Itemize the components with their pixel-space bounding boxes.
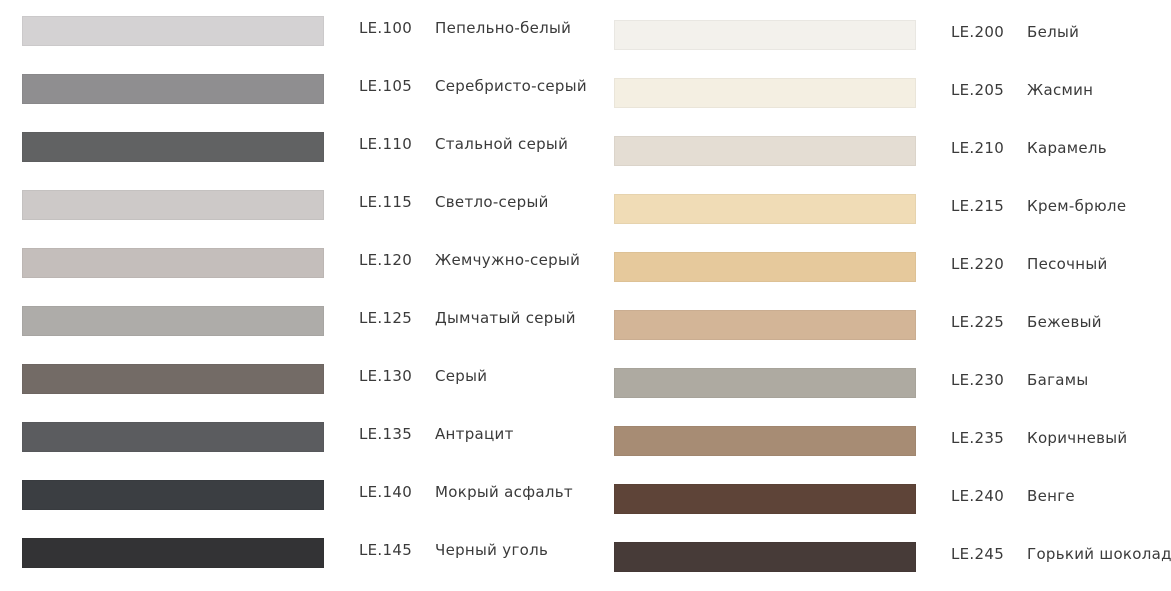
color-code: LE.225 bbox=[951, 313, 1005, 331]
color-swatch-row: LE.105 Серебристо-серый bbox=[0, 74, 587, 106]
color-code: LE.210 bbox=[951, 139, 1005, 157]
color-swatch-row: LE.200 Белый bbox=[592, 20, 1171, 52]
color-name: Светло-серый bbox=[435, 193, 549, 211]
color-code: LE.110 bbox=[359, 135, 413, 153]
color-swatch bbox=[614, 368, 916, 398]
color-code: LE.135 bbox=[359, 425, 413, 443]
color-swatch-row: LE.240 Венге bbox=[592, 484, 1171, 516]
color-name: Жасмин bbox=[1027, 81, 1094, 99]
color-code: LE.120 bbox=[359, 251, 413, 269]
color-swatch-row: LE.225 Бежевый bbox=[592, 310, 1171, 342]
color-swatch bbox=[614, 20, 916, 50]
color-swatch-row: LE.230 Багамы bbox=[592, 368, 1171, 400]
color-name: Багамы bbox=[1027, 371, 1089, 389]
color-name: Стальной серый bbox=[435, 135, 569, 153]
color-name: Бежевый bbox=[1027, 313, 1102, 331]
color-swatch-row: LE.125 Дымчатый серый bbox=[0, 306, 580, 338]
color-code: LE.220 bbox=[951, 255, 1005, 273]
color-swatch bbox=[22, 306, 324, 336]
color-swatch-row: LE.140 Мокрый асфальт bbox=[0, 480, 580, 512]
color-swatch-row: LE.235 Коричневый bbox=[592, 426, 1171, 458]
color-name: Крем-брюле bbox=[1027, 197, 1127, 215]
color-name: Карамель bbox=[1027, 139, 1107, 157]
color-swatch-row: LE.110 Стальной серый bbox=[0, 132, 580, 164]
color-name: Серебристо-серый bbox=[435, 77, 587, 95]
color-name: Черный уголь bbox=[435, 541, 549, 559]
color-swatch bbox=[22, 248, 324, 278]
color-code: LE.205 bbox=[951, 81, 1005, 99]
color-code: LE.230 bbox=[951, 371, 1005, 389]
color-code: LE.140 bbox=[359, 483, 413, 501]
color-name: Серый bbox=[435, 367, 488, 385]
color-swatch bbox=[614, 542, 916, 572]
color-swatch bbox=[614, 252, 916, 282]
color-swatch-row: LE.135 Антрацит bbox=[0, 422, 580, 454]
color-name: Пепельно-белый bbox=[435, 19, 572, 37]
color-swatch-row: LE.130 Серый bbox=[0, 364, 580, 396]
color-code: LE.105 bbox=[359, 77, 413, 95]
color-swatch bbox=[22, 538, 324, 568]
color-swatch bbox=[22, 74, 324, 104]
color-code: LE.125 bbox=[359, 309, 413, 327]
color-name: Мокрый асфальт bbox=[435, 483, 573, 501]
color-swatch bbox=[614, 78, 916, 108]
color-code: LE.240 bbox=[951, 487, 1005, 505]
color-swatch-row: LE.120 Жемчужно-серый bbox=[0, 248, 580, 280]
color-code: LE.130 bbox=[359, 367, 413, 385]
color-name: Жемчужно-серый bbox=[435, 251, 581, 269]
color-code: LE.245 bbox=[951, 545, 1005, 563]
color-swatch bbox=[22, 16, 324, 46]
color-name: Белый bbox=[1027, 23, 1080, 41]
color-swatch bbox=[22, 480, 324, 510]
color-swatch-row: LE.215 Крем-брюле bbox=[592, 194, 1171, 226]
color-code: LE.235 bbox=[951, 429, 1005, 447]
color-name: Горький шоколад bbox=[1027, 545, 1171, 563]
color-name: Коричневый bbox=[1027, 429, 1128, 447]
color-swatch-row: LE.220 Песочный bbox=[592, 252, 1171, 284]
color-swatch bbox=[614, 136, 916, 166]
color-swatch bbox=[614, 426, 916, 456]
color-swatch-row: LE.145 Черный уголь bbox=[0, 538, 580, 570]
color-swatch-row: LE.245 Горький шоколад bbox=[592, 542, 1171, 574]
color-code: LE.145 bbox=[359, 541, 413, 559]
color-code: LE.100 bbox=[359, 19, 413, 37]
color-swatch-row: LE.205 Жасмин bbox=[592, 78, 1171, 110]
color-name: Венге bbox=[1027, 487, 1075, 505]
color-code: LE.115 bbox=[359, 193, 413, 211]
color-swatch-row: LE.115 Светло-серый bbox=[0, 190, 580, 222]
color-code: LE.200 bbox=[951, 23, 1005, 41]
color-swatch bbox=[614, 484, 916, 514]
color-name: Дымчатый серый bbox=[435, 309, 576, 327]
color-swatch-row: LE.100 Пепельно-белый bbox=[0, 16, 580, 48]
color-code: LE.215 bbox=[951, 197, 1005, 215]
color-name: Антрацит bbox=[435, 425, 514, 443]
color-swatch bbox=[22, 422, 324, 452]
color-swatch bbox=[22, 132, 324, 162]
color-swatch-row: LE.210 Карамель bbox=[592, 136, 1171, 168]
color-name: Песочный bbox=[1027, 255, 1108, 273]
color-swatch bbox=[614, 194, 916, 224]
color-swatch bbox=[22, 190, 324, 220]
color-swatch bbox=[22, 364, 324, 394]
color-swatch bbox=[614, 310, 916, 340]
